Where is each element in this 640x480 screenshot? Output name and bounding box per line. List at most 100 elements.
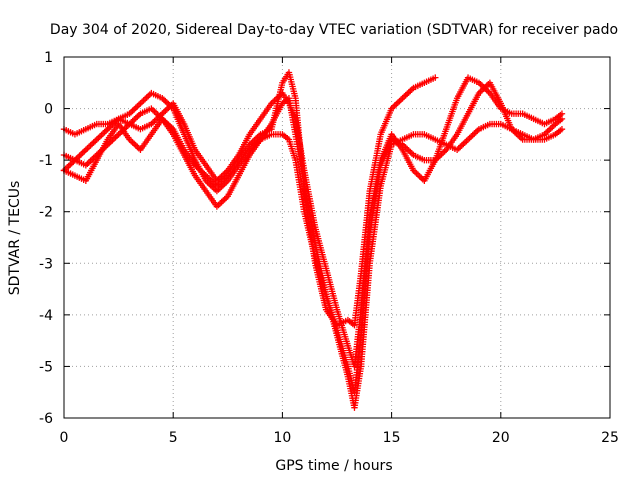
trace-2-point <box>140 97 147 104</box>
trace-1-point <box>458 142 465 149</box>
trace-3-point <box>418 174 425 182</box>
trace-2-point <box>88 140 96 148</box>
x-axis-label: GPS time / hours <box>275 458 392 474</box>
trace-1-point <box>455 145 462 152</box>
y-axis-label: SDTVAR / TECUs <box>7 181 23 296</box>
y-tick-label: -1 <box>39 153 53 169</box>
trace-3-point <box>162 107 169 114</box>
trace-4-point <box>397 96 405 103</box>
y-tick-label: -3 <box>39 256 53 272</box>
trace-4-point <box>396 98 403 105</box>
data-points <box>60 69 566 411</box>
trace-1-point <box>132 114 139 122</box>
trace-4-point <box>400 93 408 100</box>
trace-2-point <box>85 143 93 151</box>
trace-2-point <box>99 130 107 137</box>
trace-1-point <box>84 160 91 168</box>
trace-1-point <box>115 131 122 138</box>
trace-4-point <box>129 139 136 146</box>
y-tick-label: -6 <box>39 411 53 427</box>
trace-1-point <box>460 140 467 148</box>
y-tick-label: 1 <box>44 50 53 66</box>
x-tick-label: 25 <box>601 430 619 446</box>
trace-3-point <box>483 86 490 94</box>
trace-1-point <box>216 200 224 207</box>
trace-2-point <box>405 147 412 154</box>
trace-2-point <box>162 98 169 105</box>
y-tick-label: -4 <box>39 308 53 324</box>
trace-4-point <box>399 95 406 102</box>
trace-4-point <box>405 89 412 96</box>
trace-1-point <box>466 134 473 142</box>
trace-2-point <box>92 137 99 145</box>
trace-1-point <box>218 198 225 206</box>
y-tick-label: -2 <box>39 205 53 221</box>
trace-2-point <box>98 131 105 139</box>
trace-2-point <box>132 104 139 112</box>
trace-4-point <box>407 87 414 95</box>
trace-2-point <box>87 142 94 149</box>
trace-2-point <box>102 127 110 134</box>
trace-3-point <box>160 109 168 116</box>
x-tick-label: 0 <box>60 430 69 446</box>
trace-2-point <box>141 95 149 103</box>
trace-1-point <box>131 116 138 123</box>
trace-2-point <box>131 106 138 113</box>
trace-2-point <box>77 151 85 158</box>
trace-2-point <box>545 126 553 134</box>
trace-3-point <box>413 170 420 177</box>
trace-4-point <box>402 92 409 99</box>
y-tick-label: 0 <box>44 102 53 118</box>
trace-2-point <box>63 164 71 171</box>
trace-1-point <box>134 113 141 120</box>
trace-2-point <box>81 148 88 155</box>
y-tick-label: -5 <box>39 359 53 375</box>
trace-3-point <box>558 110 566 117</box>
trace-2-point <box>67 161 74 168</box>
trace-1-point <box>558 126 566 133</box>
trace-2-point <box>76 152 83 159</box>
trace-3-point <box>478 82 486 89</box>
trace-4-point <box>127 137 135 145</box>
x-tick-label: 15 <box>383 430 401 446</box>
x-tick-label: 5 <box>169 430 178 446</box>
trace-1-point <box>472 128 480 136</box>
trace-3-point <box>482 85 489 92</box>
trace-2-point <box>137 100 144 107</box>
trace-2-point <box>407 148 414 156</box>
trace-1-point <box>469 131 476 139</box>
trace-4-point <box>391 102 398 109</box>
trace-1-point <box>461 139 469 146</box>
trace-2-point <box>79 149 86 156</box>
trace-2-point <box>96 133 104 140</box>
trace-4-point <box>394 99 402 106</box>
trace-2-point <box>439 149 447 156</box>
trace-4-point <box>432 74 439 81</box>
trace-2-point <box>101 128 108 136</box>
trace-4-point <box>134 143 141 151</box>
trace-2-point <box>549 123 556 131</box>
trace-2-point <box>90 139 97 146</box>
trace-4-point <box>131 140 138 148</box>
trace-1-point <box>87 157 94 165</box>
x-tick-label: 10 <box>273 430 291 446</box>
trace-2-point <box>547 125 554 132</box>
trace-2-point <box>82 146 90 154</box>
x-tick-label: 20 <box>492 430 510 446</box>
trace-2-point <box>95 134 102 142</box>
trace-2-point <box>544 128 551 135</box>
trace-2-point <box>441 148 448 155</box>
trace-2-point <box>138 98 146 106</box>
trace-4-point <box>393 100 400 108</box>
trace-4-point <box>132 142 139 149</box>
trace-1-point <box>464 136 472 143</box>
trace-3-point <box>480 84 487 91</box>
trace-4-point <box>404 90 411 98</box>
trace-2-point <box>65 162 72 170</box>
trace-1-point <box>149 106 157 114</box>
trace-1-point <box>471 130 478 137</box>
trace-2-point <box>134 103 141 110</box>
chart-title: Day 304 of 2020, Sidereal Day-to-day VTE… <box>50 22 618 38</box>
trace-2-point <box>84 145 91 152</box>
trace-2-point <box>129 107 136 114</box>
